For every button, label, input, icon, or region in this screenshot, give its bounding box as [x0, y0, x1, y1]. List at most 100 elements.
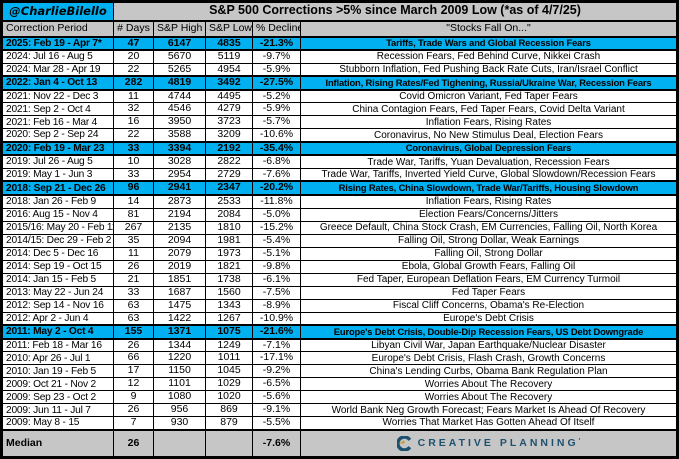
correction-row: 2021: Feb 16 - Mar 4 16 3950 3723 -5.7% …	[2, 115, 677, 130]
decline-cell: -6.1%	[252, 272, 301, 287]
reason-cell: Europe's Debt Crisis, Flash Crash, Growt…	[300, 351, 677, 366]
correction-rows: 2025: Feb 19 - Apr 7* 47 6147 4835 -21.3…	[2, 35, 677, 431]
attribution-handle: @CharlieBilello	[2, 2, 114, 22]
days-cell: 63	[113, 311, 154, 326]
days-cell: 155	[113, 324, 154, 340]
reason-cell: Election Fears/Concerns/Jitters	[300, 207, 677, 222]
correction-row: 2009: Oct 21 - Nov 2 12 1101 1029 -6.5% …	[2, 377, 677, 392]
sp-low-cell: 5119	[205, 49, 253, 64]
days-cell: 282	[113, 75, 154, 91]
column-header-correction-period: Correction Period	[2, 20, 114, 38]
sp-high-cell: 1344	[153, 338, 206, 353]
days-cell: 17	[113, 364, 154, 379]
decline-cell: -5.7%	[252, 115, 301, 130]
days-cell: 81	[113, 207, 154, 222]
sp-high-cell: 1851	[153, 272, 206, 287]
reason-cell: Ebola, Global Growth Fears, Falling Oil	[300, 259, 677, 274]
sp-low-cell: 1343	[205, 298, 253, 313]
reason-cell: China's Lending Curbs, Obama Bank Regula…	[300, 364, 677, 379]
correction-row: 2010: Jan 19 - Feb 5 17 1150 1045 -9.2% …	[2, 364, 677, 379]
decline-cell: -21.6%	[252, 324, 301, 340]
sp-low-cell: 879	[205, 416, 253, 431]
sp-low-cell: 1560	[205, 285, 253, 300]
days-cell: 20	[113, 49, 154, 64]
correction-row: 2011: May 2 - Oct 4 155 1371 1075 -21.6%…	[2, 324, 677, 340]
sp-high-cell: 1080	[153, 390, 206, 405]
sp-high-cell: 1422	[153, 311, 206, 326]
correction-row: 2024: Jul 16 - Aug 5 20 5670 5119 -9.7% …	[2, 49, 677, 64]
sp-high-cell: 2194	[153, 207, 206, 222]
footer-logo-cell: CREATIVE PLANNING'	[300, 428, 677, 457]
sp-low-cell: 1045	[205, 364, 253, 379]
days-cell: 26	[113, 403, 154, 418]
correction-row: 2021: Sep 2 - Oct 4 32 4546 4279 -5.9% C…	[2, 102, 677, 117]
days-cell: 33	[113, 285, 154, 300]
reason-cell: Covid Omicron Variant, Fed Taper Fears	[300, 89, 677, 104]
creative-planning-logo: CREATIVE PLANNING'	[304, 435, 673, 451]
correction-row: 2012: Sep 14 - Nov 16 63 1475 1343 -8.9%…	[2, 298, 677, 313]
correction-row: 2021: Nov 22 - Dec 3 11 4744 4495 -5.2% …	[2, 89, 677, 104]
sp-high-cell: 2135	[153, 220, 206, 235]
column-header-row: Correction Period # Days S&P High S&P Lo…	[2, 20, 677, 38]
sp-high-cell: 4744	[153, 89, 206, 104]
days-cell: 7	[113, 416, 154, 431]
correction-period-cell: 2021: Feb 16 - Mar 4	[2, 115, 114, 130]
correction-period-cell: 2018: Jan 26 - Feb 9	[2, 194, 114, 209]
reason-cell: Rising Rates, China Slowdown, Trade War/…	[300, 180, 677, 196]
correction-row: 2018: Sep 21 - Dec 26 96 2941 2347 -20.2…	[2, 180, 677, 196]
decline-cell: -9.1%	[252, 403, 301, 418]
correction-period-cell: 2009: Oct 21 - Nov 2	[2, 377, 114, 392]
decline-cell: -6.5%	[252, 377, 301, 392]
decline-cell: -7.6%	[252, 167, 301, 182]
days-cell: 26	[113, 259, 154, 274]
days-cell: 32	[113, 102, 154, 117]
sp-low-cell: 2729	[205, 167, 253, 182]
decline-cell: -35.4%	[252, 140, 301, 157]
decline-cell: -15.2%	[252, 220, 301, 235]
days-cell: 63	[113, 298, 154, 313]
median-row: Median 26 -7.6% CREATIVE PLANNING'	[2, 428, 677, 457]
days-cell: 12	[113, 377, 154, 392]
sp-low-cell: 1011	[205, 351, 253, 366]
days-cell: 10	[113, 154, 154, 169]
days-cell: 22	[113, 62, 154, 77]
days-cell: 16	[113, 115, 154, 130]
correction-period-cell: 2014: Sep 19 - Oct 15	[2, 259, 114, 274]
column-header-stocks-fall-on: "Stocks Fall On..."	[300, 20, 677, 38]
correction-row: 2014: Dec 5 - Dec 16 11 2079 1973 -5.1% …	[2, 246, 677, 261]
sp-high-cell: 1150	[153, 364, 206, 379]
table-header: @CharlieBilello S&P 500 Corrections >5% …	[2, 2, 677, 38]
decline-cell: -27.5%	[252, 75, 301, 91]
sp-high-cell: 5670	[153, 49, 206, 64]
sp-low-cell: 1075	[205, 324, 253, 340]
sp-low-cell: 4835	[205, 35, 253, 52]
decline-cell: -10.9%	[252, 311, 301, 326]
sp-high-cell: 2941	[153, 180, 206, 196]
median-high-empty	[153, 428, 206, 457]
correction-row: 2011: Feb 18 - Mar 16 26 1344 1249 -7.1%…	[2, 338, 677, 353]
decline-cell: -20.2%	[252, 180, 301, 196]
reason-cell: Inflation, Rising Rates/Fed Tighening, R…	[300, 75, 677, 91]
reason-cell: Inflation Fears, Rising Rates	[300, 115, 677, 130]
days-cell: 96	[113, 180, 154, 196]
decline-cell: -5.6%	[252, 390, 301, 405]
correction-row: 2013: May 22 - Jun 24 33 1687 1560 -7.5%…	[2, 285, 677, 300]
reason-cell: Recession Fears, Fed Behind Curve, Nikke…	[300, 49, 677, 64]
correction-period-cell: 2009: Jun 11 - Jul 7	[2, 403, 114, 418]
sp-high-cell: 1101	[153, 377, 206, 392]
reason-cell: Falling Oil, Strong Dollar	[300, 246, 677, 261]
correction-row: 2020: Sep 2 - Sep 24 22 3588 3209 -10.6%…	[2, 128, 677, 143]
correction-period-cell: 2014: Dec 5 - Dec 16	[2, 246, 114, 261]
sp-low-cell: 1249	[205, 338, 253, 353]
days-cell: 33	[113, 167, 154, 182]
correction-period-cell: 2011: Feb 18 - Mar 16	[2, 338, 114, 353]
logo-wordmark: CREATIVE PLANNING'	[417, 436, 581, 449]
decline-cell: -5.1%	[252, 246, 301, 261]
days-cell: 21	[113, 272, 154, 287]
sp-low-cell: 1738	[205, 272, 253, 287]
sp-high-cell: 4546	[153, 102, 206, 117]
days-cell: 26	[113, 338, 154, 353]
creative-planning-c-icon	[396, 435, 411, 451]
reason-cell: Trade War, Tariffs, Inverted Yield Curve…	[300, 167, 677, 182]
